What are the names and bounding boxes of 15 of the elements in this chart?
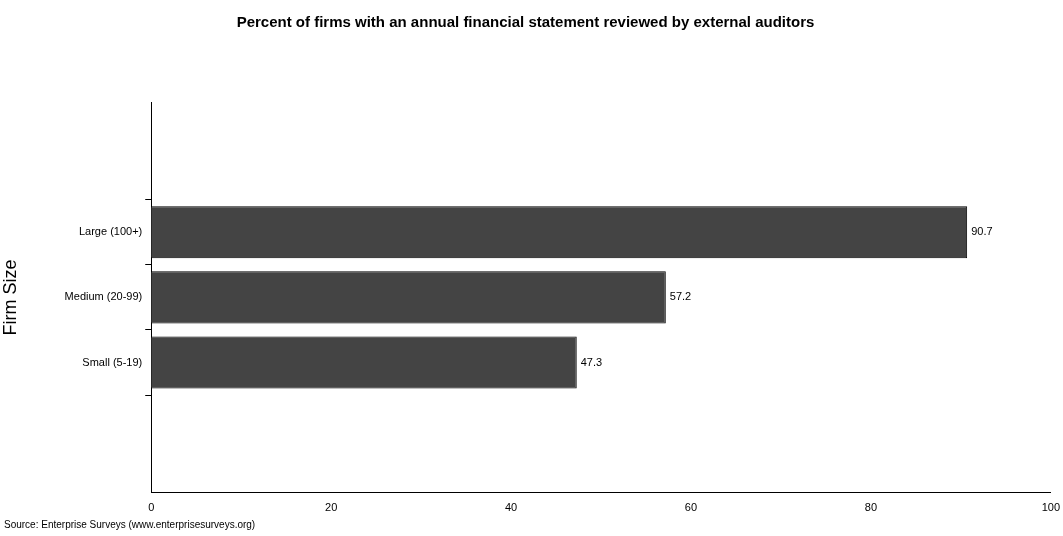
x-tick-label: 0 [148,501,155,514]
data-label: 47.3 [580,355,603,368]
x-tick-label: 100 [1041,501,1060,514]
y-tick-label: Small (5-19) [82,355,143,368]
source-note: Source: Enterprise Surveys (www.enterprisesurveys.org) [4,519,256,530]
y-axis-title: Firm Size [0,259,20,336]
x-tick-label: 20 [325,501,338,514]
data-label: 90.7 [971,225,993,238]
y-tick-label: Large (100+) [78,225,143,238]
x-tick-label: 80 [864,501,878,514]
y-tick-label: Medium (20-99) [64,290,143,303]
chart-title: Percent of firms with an annual financial statement reviewed by external auditors [236,13,815,31]
x-tick-label: 60 [684,501,698,514]
x-tick-label: 40 [504,501,518,514]
data-label: 57.2 [669,290,692,303]
